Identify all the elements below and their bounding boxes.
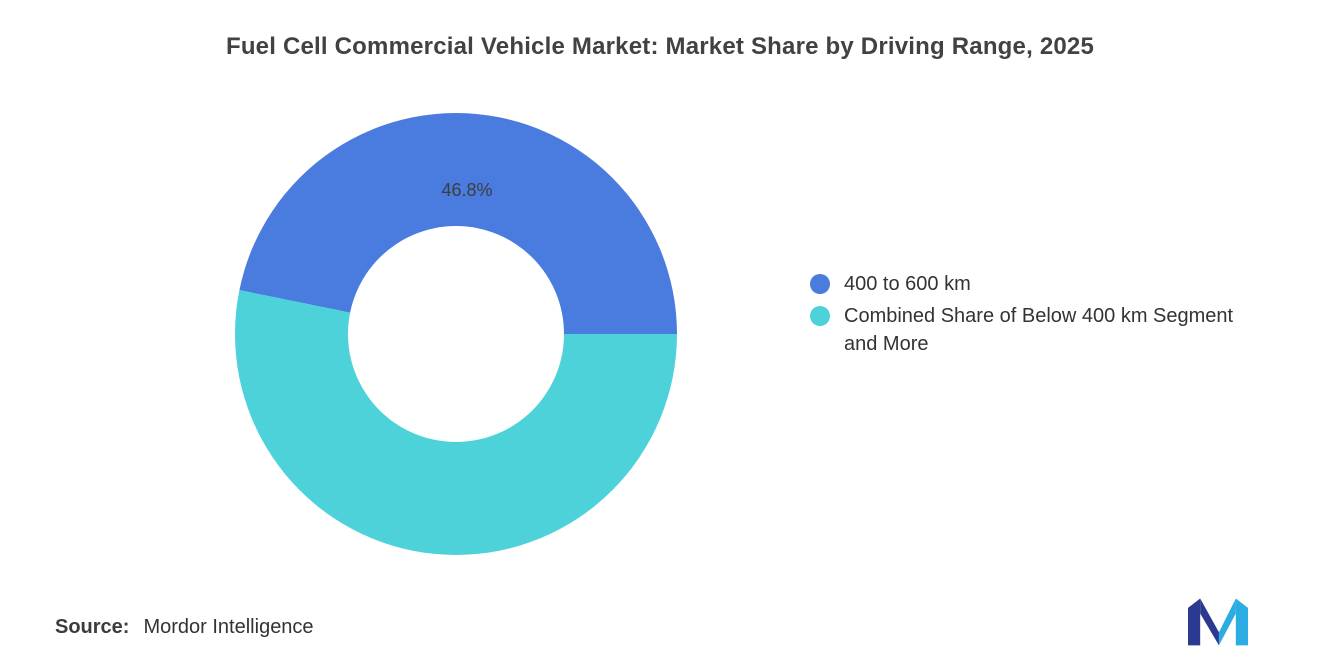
source-label: Source:: [55, 616, 130, 638]
donut-hole: [348, 226, 564, 442]
legend-marker-blue: [810, 274, 830, 294]
source-value: Mordor Intelligence: [143, 616, 314, 638]
legend-label-400-to-600-km: 400 to 600 km: [844, 273, 971, 295]
legend-marker-teal: [810, 306, 830, 326]
legend-item-400-to-600-km[interactable]: 400 to 600 km: [810, 270, 1244, 298]
legend-item-below-400-km[interactable]: Combined Share of Below 400 km Segment a…: [810, 302, 1244, 358]
logo-right-diagonal: [1218, 598, 1236, 646]
logo-left-diagonal: [1200, 598, 1219, 646]
source-note: Source: Mordor Intelligence: [55, 616, 314, 639]
slice-data-label: 46.8%: [441, 180, 493, 200]
legend-label-below-400-km: Combined Share of Below 400 km Segment a…: [844, 305, 1234, 355]
logo-left-leg: [1188, 598, 1201, 646]
chart-title: Fuel Cell Commercial Vehicle Market: Mar…: [225, 33, 1095, 60]
logo-right-leg: [1235, 598, 1248, 646]
donut-chart[interactable]: 46.8%: [235, 113, 677, 555]
chart-legend: 400 to 600 km Combined Share of Below 40…: [810, 270, 1244, 362]
mordor-intelligence-logo: [1188, 598, 1248, 646]
